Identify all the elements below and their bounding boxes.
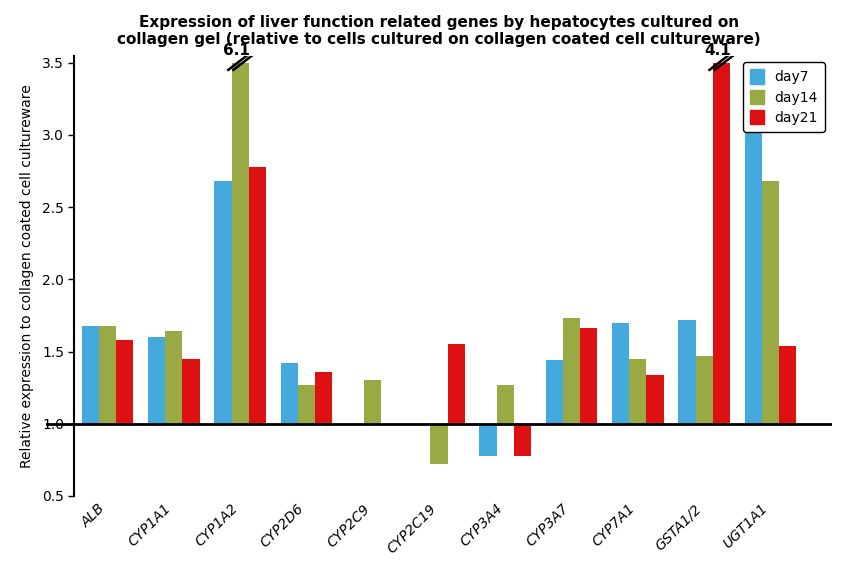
Bar [779,346,796,424]
Bar [646,375,664,424]
Bar [364,380,381,424]
Bar [165,331,182,424]
Bar [231,63,249,424]
Bar [280,363,298,424]
Bar [430,424,447,464]
Bar [745,91,761,424]
Bar [713,63,730,424]
Bar [479,424,496,456]
Bar [298,385,315,424]
Bar [563,319,580,424]
Bar [496,385,514,424]
Bar [214,181,231,424]
Bar [99,325,116,424]
Title: Expression of liver function related genes by hepatocytes cultured on
collagen g: Expression of liver function related gen… [117,15,761,47]
Bar [678,320,695,424]
Bar [182,359,200,424]
Bar [447,344,465,424]
Bar [612,323,629,424]
Bar [116,340,134,424]
Bar [695,356,713,424]
Bar [545,360,563,424]
Bar [148,337,165,424]
Bar [580,328,597,424]
Bar [761,181,779,424]
Bar [81,325,99,424]
Y-axis label: Relative expression to collagen coated cell cultureware: Relative expression to collagen coated c… [19,84,34,468]
Legend: day7, day14, day21: day7, day14, day21 [743,62,825,132]
Text: 6.1: 6.1 [224,43,250,58]
Bar [629,359,646,424]
Bar [249,167,266,424]
Bar [315,372,332,424]
Text: 4.1: 4.1 [705,43,732,58]
Bar [514,424,531,456]
